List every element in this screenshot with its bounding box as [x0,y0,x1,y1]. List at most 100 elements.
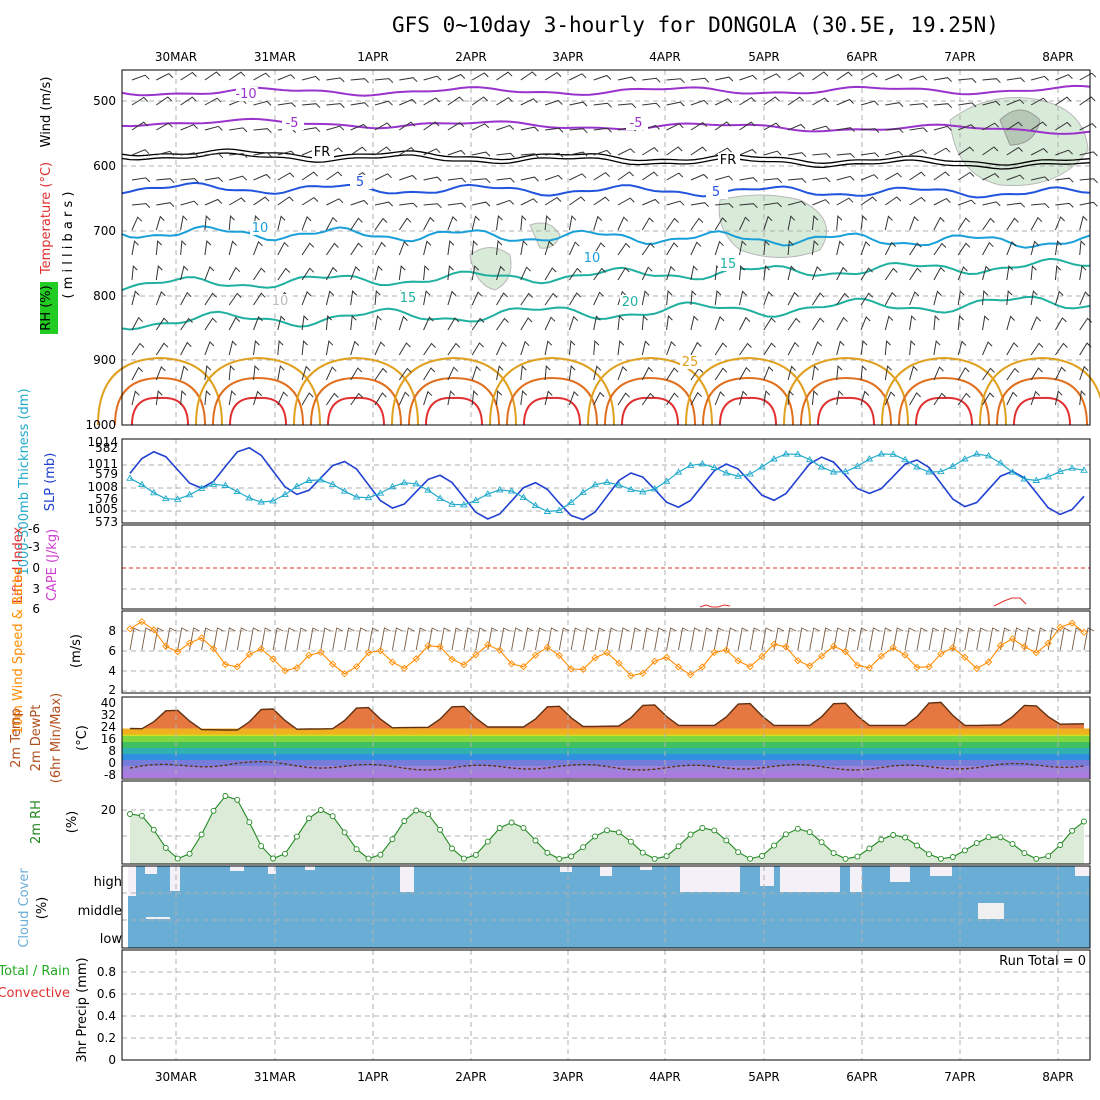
wind10-marker [460,661,468,669]
rh-marker [556,855,563,862]
wind-barb [1079,72,1097,81]
wind-barb [544,215,551,231]
rh-marker [592,833,599,840]
wind-barb [617,148,635,156]
wind10-barb [558,627,570,651]
wind-barb [1030,240,1039,256]
wind-barb [155,317,169,331]
rh-marker [818,839,825,846]
wind10-barb [928,627,940,651]
cloud-yunit: (%) [35,897,50,920]
wind-barb [180,365,189,381]
wind10-marker [603,648,611,657]
upper-ylabel-wind: Wind (m/s) [39,77,54,148]
rh-marker [580,844,587,851]
wind-barb [1079,96,1096,106]
rh-legend-box [40,282,58,334]
rh-marker [210,807,217,814]
wind-barb [350,392,364,406]
wind-barb [325,366,337,381]
wind-barb [496,240,503,256]
rh-marker [961,847,968,854]
wind-barb [496,96,513,106]
wind-barb [374,146,391,156]
wind10-marker [579,665,587,674]
wind10-marker [424,642,432,650]
slp-tick-1: 1011 [87,457,118,471]
wind10-barb [379,627,391,651]
wind-barb [593,149,612,156]
wind-barb [885,128,904,134]
cloud-gap-thin [146,917,170,919]
wind10-barb [475,627,487,651]
t2-tick-6: -8 [104,768,116,782]
thickness-marker [889,450,897,457]
wind-barb [666,200,685,206]
rh-marker [902,834,909,841]
wind-barb [982,315,990,331]
date-label-bottom: 3APR [552,1070,583,1084]
wind-barb [982,172,1000,181]
wind-barb [229,175,248,181]
wind-barb [957,367,970,381]
wind10-marker [162,642,170,650]
thickness-marker [650,485,659,492]
wind-barb [811,265,822,281]
wind-barb [496,341,507,356]
wind-barb [593,291,604,306]
wind10-marker [1020,643,1029,651]
thickness-marker [150,488,158,496]
wind-barb [860,215,868,231]
cape-li-panel: -6 -3 0 3 6 Lifted Index CAPE (J/kg) [11,522,1091,616]
wind-barb [447,149,466,156]
wind-barb [933,314,940,331]
thickness-marker [197,484,206,491]
pr-tick-4: 0 [108,1053,116,1067]
wind-barb [617,242,631,256]
wind-barb [909,242,922,256]
wind-barb [641,242,655,256]
wind-barb [811,215,819,231]
wind-barb [958,124,976,131]
thickness-slp-panel: 582 579 576 573 1014 1011 1008 1005 1000… [17,388,1091,576]
wind-barb [885,73,903,81]
cloud-gap [268,866,276,874]
wind-barb [933,216,945,231]
wind-barb [812,125,831,131]
wind-barb [982,122,1000,131]
thickness-marker [1008,468,1017,475]
wind-barb [423,342,436,356]
thickness-marker [1068,464,1076,471]
cloud-gap [680,866,740,892]
wind-barb [909,365,918,381]
contour-freezing-2 [121,152,1091,170]
cloud-gap [128,866,136,896]
wind-barb [836,266,848,281]
wind-barb [569,101,588,107]
thickness-marker [233,487,242,495]
wind10-barb [868,627,880,651]
wind-barb [131,216,143,231]
wind-barb [884,215,893,231]
wind-barb [204,292,217,306]
wind-barb [374,173,392,181]
t2-ylabel1: 2m Temp [9,708,24,768]
wind-barb [131,366,143,381]
contour-label: -5 [286,116,299,131]
wind-barb [423,390,433,406]
wind-barb [277,215,286,231]
wind-barb [763,122,781,131]
wind10-marker [519,662,528,671]
wind-barb [860,196,877,206]
wind-barb [253,241,263,256]
wind-barb [739,264,746,281]
rh-marker [1009,840,1016,847]
wind-barb [957,340,967,356]
date-label-top: 30MAR [155,50,197,64]
wind10-barb [1071,627,1083,651]
wind-barb [1055,96,1072,106]
rh-marker [985,834,992,841]
wind-barb [1006,315,1015,331]
cloud-gaps [128,866,1090,919]
wind10-barb [1047,627,1059,651]
